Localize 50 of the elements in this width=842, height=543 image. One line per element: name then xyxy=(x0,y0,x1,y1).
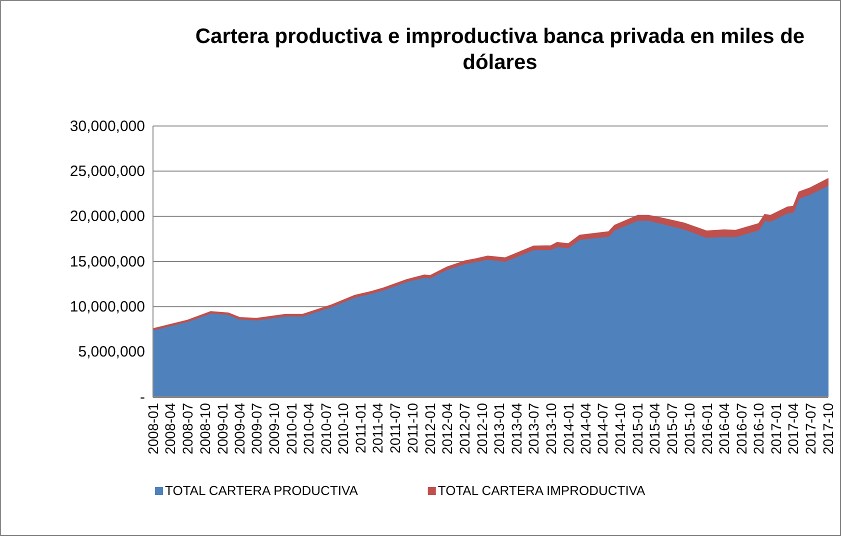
x-tick-label: 2016-01 xyxy=(698,402,715,454)
x-tick-label: 2009-01 xyxy=(214,402,230,454)
x-tick-label: 2014-10 xyxy=(612,402,628,454)
y-tick-label: 5,000,000 xyxy=(78,344,145,361)
y-tick-label: - xyxy=(140,388,145,406)
y-tick-label: 15,000,000 xyxy=(70,253,145,270)
x-tick-label: 2012-01 xyxy=(422,402,438,454)
x-tick-label: 2014-04 xyxy=(577,402,594,454)
x-tick-label: 2015-07 xyxy=(664,402,680,454)
x-tick-label: 2017-10 xyxy=(820,402,836,454)
x-tick-label: 2012-07 xyxy=(456,402,472,454)
x-tick-label: 2010-07 xyxy=(318,402,334,454)
x-tick-label: 2009-10 xyxy=(266,402,282,454)
x-tick-label: 2012-04 xyxy=(439,402,456,454)
y-tick-label: 10,000,000 xyxy=(70,298,145,316)
x-tick-label: 2016-07 xyxy=(733,402,750,454)
x-tick-label: 2010-04 xyxy=(300,402,317,454)
x-tick-label: 2013-01 xyxy=(491,402,508,454)
x-tick-label: 2017-04 xyxy=(785,402,802,454)
x-tick-label: 2013-04 xyxy=(508,402,524,454)
x-tick-label: 2008-10 xyxy=(196,402,213,454)
x-tick-label: 2009-04 xyxy=(231,402,248,454)
x-tick-label: 2017-07 xyxy=(802,402,818,454)
x-tick-label: 2013-07 xyxy=(526,402,542,454)
x-tick-label: 2015-04 xyxy=(646,402,663,454)
x-tick-label: 2017-01 xyxy=(768,402,784,454)
x-tick-label: 2014-07 xyxy=(594,402,611,454)
x-tick-label: 2008-01 xyxy=(144,402,161,454)
x-tick-label: 2013-10 xyxy=(542,402,559,454)
x-tick-label: 2011-04 xyxy=(370,402,386,454)
x-tick-label: 2015-10 xyxy=(681,402,698,454)
y-tick-label: 30,000,000 xyxy=(70,118,145,135)
x-tick-label: 2010-10 xyxy=(335,402,352,454)
legend-label: TOTAL CARTERA IMPRODUCTIVA xyxy=(438,483,646,498)
x-tick-label: 2008-07 xyxy=(179,402,196,454)
chart-title: Cartera productiva e improductiva banca privada en miles de dólares xyxy=(195,25,805,74)
x-tick-label: 2011-01 xyxy=(352,402,369,454)
y-tick-label: 25,000,000 xyxy=(70,162,145,180)
x-tick-label: 2011-10 xyxy=(404,402,420,454)
x-tick-label: 2010-01 xyxy=(283,402,300,454)
x-tick-label: 2009-07 xyxy=(248,402,265,454)
x-tick-label: 2016-04 xyxy=(716,402,732,454)
x-tick-label: 2008-04 xyxy=(162,402,178,454)
x-tick-label: 2014-01 xyxy=(560,402,576,454)
x-tick-label: 2011-07 xyxy=(386,402,403,454)
x-tick-label: 2015-01 xyxy=(630,402,646,454)
x-tick-label: 2016-10 xyxy=(750,402,767,454)
y-tick-label: 20,000,000 xyxy=(70,208,145,226)
x-tick-label: 2012-10 xyxy=(474,402,490,454)
legend-label: TOTAL CARTERA PRODUCTIVA xyxy=(165,483,358,498)
